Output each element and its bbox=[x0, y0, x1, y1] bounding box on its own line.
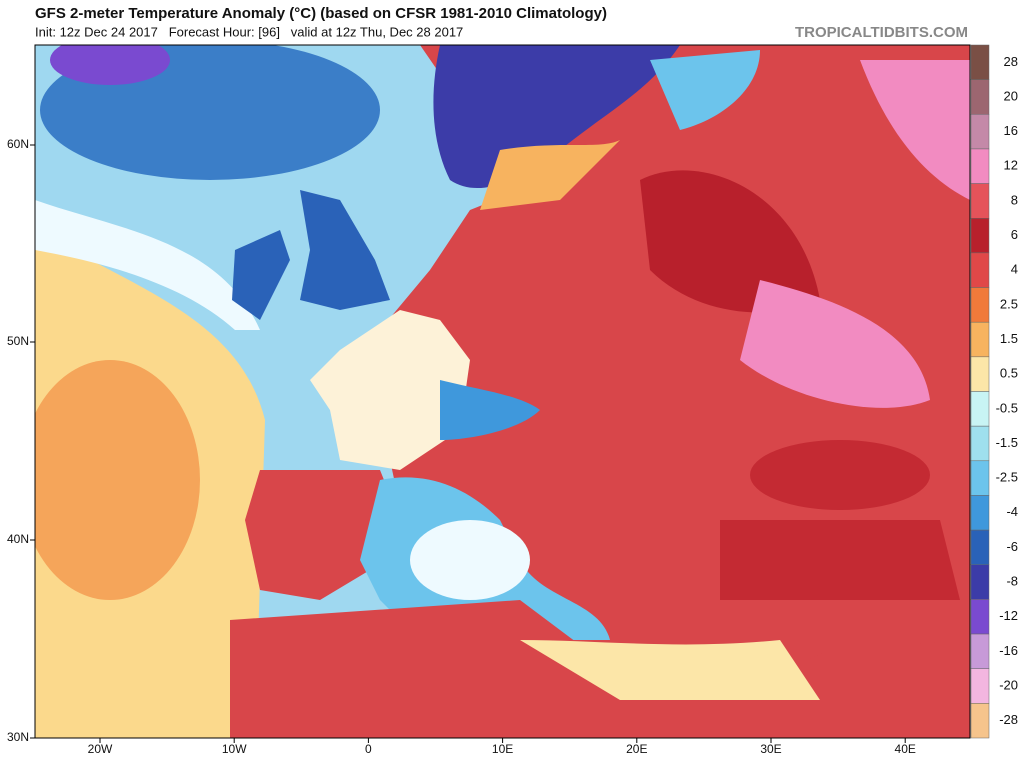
lon-label: 10E bbox=[492, 742, 513, 756]
subtitle: Init: 12z Dec 24 2017 Forecast Hour: [96… bbox=[35, 24, 463, 39]
colorbar-swatch bbox=[970, 287, 990, 323]
map bbox=[34, 44, 971, 739]
colorbar-label: -20 bbox=[999, 677, 1018, 692]
colorbar-label: -12 bbox=[999, 608, 1018, 623]
lon-label: 0 bbox=[365, 742, 372, 756]
colorbar-label: -8 bbox=[1006, 574, 1018, 589]
lon-label: 10W bbox=[222, 742, 247, 756]
title: GFS 2-meter Temperature Anomaly (°C) (ba… bbox=[35, 5, 607, 22]
colorbar-swatch bbox=[970, 529, 990, 565]
colorbar-label: 28 bbox=[1004, 54, 1018, 69]
lon-label: 40E bbox=[895, 742, 916, 756]
colorbar-swatch bbox=[970, 633, 990, 669]
site-name: TROPICALTIDBITS.COM bbox=[795, 24, 968, 41]
colorbar-label: -16 bbox=[999, 643, 1018, 658]
lat-label: 50N bbox=[7, 334, 29, 348]
colorbar-label: -4 bbox=[1006, 504, 1018, 519]
colorbar-label: -0.5 bbox=[996, 400, 1018, 415]
colorbar-swatch bbox=[970, 44, 990, 80]
colorbar-label: 0.5 bbox=[1000, 366, 1018, 381]
colorbar-swatch bbox=[970, 79, 990, 115]
colorbar-swatch bbox=[970, 599, 990, 635]
colorbar-swatch bbox=[970, 703, 990, 739]
lat-label: 40N bbox=[7, 532, 29, 546]
lon-label: 20W bbox=[88, 742, 113, 756]
colorbar-swatch bbox=[970, 183, 990, 219]
colorbar-swatch bbox=[970, 321, 990, 358]
colorbar-label: -28 bbox=[999, 712, 1018, 727]
colorbar-swatch bbox=[970, 148, 990, 184]
lon-label: 20E bbox=[626, 742, 647, 756]
colorbar-label: 16 bbox=[1004, 123, 1018, 138]
colorbar-label: 6 bbox=[1011, 227, 1018, 242]
colorbar: 28 20 16 12 8 6 4 2.5 1.5 0.5 -0.5 -1.5 -2.5 -4 -6 -8 -1… bbox=[970, 44, 1018, 739]
lat-label: 60N bbox=[7, 137, 29, 151]
colorbar-swatch bbox=[970, 564, 990, 600]
colorbar-label: 8 bbox=[1011, 192, 1018, 207]
colorbar-label: 4 bbox=[1011, 262, 1018, 277]
colorbar-swatch bbox=[970, 218, 990, 254]
colorbar-label: -2.5 bbox=[996, 470, 1018, 485]
colorbar-swatch bbox=[970, 460, 990, 496]
colorbar-label: 1.5 bbox=[1000, 331, 1018, 346]
axes: 60N 50N 40N 30N 20W 10W 0 10E 20E 30E 40E bbox=[7, 137, 916, 756]
colorbar-swatch bbox=[970, 668, 990, 704]
colorbar-label: 2.5 bbox=[1000, 296, 1018, 311]
colorbar-swatch bbox=[970, 356, 990, 392]
colorbar-label: 20 bbox=[1004, 88, 1018, 103]
colorbar-swatch bbox=[970, 495, 990, 531]
colorbar-label: -1.5 bbox=[996, 435, 1018, 450]
colorbar-swatch bbox=[970, 391, 990, 427]
lon-label: 30E bbox=[760, 742, 781, 756]
colorbar-label: -6 bbox=[1006, 539, 1018, 554]
colorbar-swatch bbox=[970, 114, 990, 150]
colorbar-swatch bbox=[970, 252, 990, 288]
lat-label: 30N bbox=[7, 730, 29, 744]
colorbar-label: 12 bbox=[1004, 158, 1018, 173]
colorbar-swatch bbox=[970, 425, 990, 462]
